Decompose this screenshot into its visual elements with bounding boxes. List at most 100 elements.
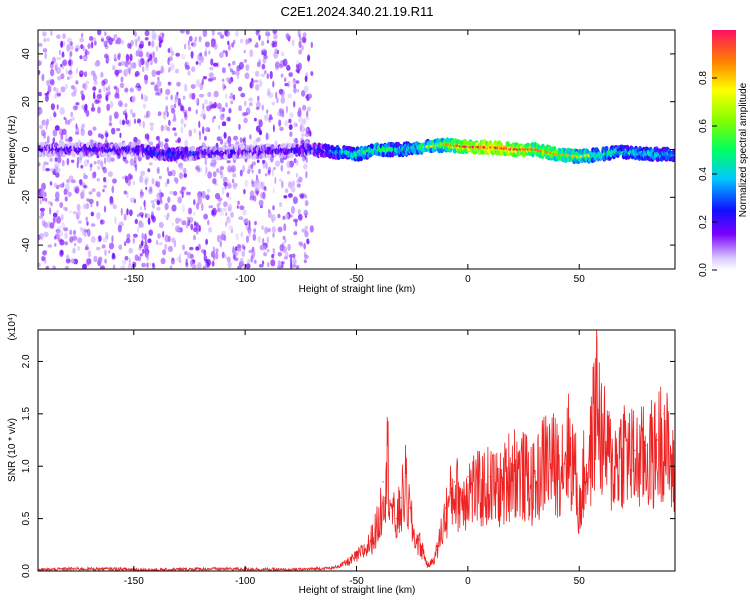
noise-speckle — [82, 203, 87, 210]
noise-speckle — [277, 260, 282, 267]
noise-speckle — [241, 250, 246, 257]
noise-speckle — [262, 260, 265, 265]
noise-speckle — [295, 172, 299, 178]
noise-speckle — [162, 230, 165, 238]
noise-speckle — [113, 111, 119, 119]
noise-speckle — [164, 142, 169, 151]
noise-speckle — [239, 169, 243, 177]
noise-speckle — [227, 135, 232, 144]
noise-speckle — [166, 217, 169, 221]
noise-speckle — [252, 233, 256, 241]
noise-speckle — [70, 179, 76, 184]
noise-speckle — [106, 103, 111, 112]
noise-speckle — [307, 54, 311, 62]
noise-speckle — [168, 69, 171, 73]
noise-speckle — [87, 159, 90, 164]
noise-speckle — [262, 49, 267, 56]
noise-speckle — [197, 165, 200, 173]
snr-point — [289, 569, 291, 571]
noise-speckle — [132, 112, 136, 118]
noise-speckle — [182, 109, 188, 114]
noise-speckle — [288, 181, 293, 189]
noise-speckle — [288, 72, 294, 77]
noise-speckle — [301, 156, 306, 162]
noise-speckle — [64, 196, 68, 202]
noise-speckle — [100, 160, 104, 168]
noise-speckle — [139, 122, 142, 127]
noise-speckle — [39, 232, 44, 241]
noise-speckle — [46, 135, 50, 144]
noise-speckle — [250, 164, 254, 169]
noise-speckle — [75, 80, 79, 85]
noise-speckle — [59, 239, 65, 246]
noise-speckle — [124, 109, 128, 114]
noise-speckle — [117, 224, 122, 233]
noise-speckle — [254, 79, 259, 83]
noise-speckle — [195, 99, 199, 104]
snr-point — [155, 569, 157, 571]
noise-speckle — [255, 187, 258, 196]
noise-speckle — [54, 125, 60, 131]
noise-speckle — [286, 105, 288, 114]
noise-speckle — [166, 111, 169, 118]
noise-speckle — [55, 228, 61, 234]
noise-speckle — [238, 216, 244, 221]
noise-speckle — [54, 165, 59, 174]
noise-speckle — [80, 44, 84, 50]
snr-point — [431, 559, 433, 562]
snr-point — [436, 549, 438, 551]
noise-speckle — [243, 49, 246, 54]
noise-speckle — [84, 50, 90, 56]
noise-speckle — [264, 226, 268, 235]
noise-speckle — [129, 53, 133, 62]
snr-point — [634, 449, 636, 452]
noise-speckle — [222, 207, 227, 212]
noise-speckle — [185, 65, 190, 70]
snr-series-line — [38, 330, 675, 571]
noise-speckle — [63, 227, 69, 232]
noise-speckle — [308, 131, 312, 137]
noise-speckle — [183, 112, 187, 118]
noise-speckle — [42, 31, 47, 37]
noise-speckle — [226, 256, 231, 263]
noise-speckle — [60, 132, 64, 141]
snr-point — [567, 434, 569, 436]
colorbar-tick-label: 0.8 — [698, 71, 709, 85]
noise-speckle — [283, 78, 287, 83]
noise-speckle — [229, 68, 233, 73]
noise-speckle — [125, 119, 130, 125]
noise-speckle — [160, 124, 164, 132]
noise-speckle — [212, 76, 217, 81]
noise-speckle — [257, 181, 263, 190]
noise-speckle — [58, 229, 63, 237]
noise-speckle — [103, 177, 107, 182]
noise-speckle — [198, 35, 202, 43]
noise-speckle — [284, 213, 289, 220]
noise-speckle — [120, 60, 126, 66]
noise-speckle — [147, 217, 151, 225]
noise-speckle — [142, 103, 147, 109]
noise-speckle — [175, 95, 178, 99]
noise-speckle — [63, 116, 66, 120]
noise-speckle — [111, 252, 116, 260]
noise-speckle — [272, 124, 275, 133]
snr-point — [574, 455, 576, 457]
y-tick-label: -20 — [21, 190, 32, 205]
noise-speckle — [244, 72, 250, 80]
noise-speckle — [134, 70, 140, 77]
noise-speckle — [282, 235, 286, 240]
y-tick-label: 20 — [21, 96, 32, 108]
noise-speckle — [303, 85, 309, 93]
noise-speckle — [299, 194, 305, 200]
noise-speckle — [293, 121, 296, 128]
noise-speckle — [178, 253, 182, 260]
noise-speckle — [220, 34, 224, 39]
noise-speckle — [139, 212, 144, 217]
noise-speckle — [249, 81, 253, 89]
noise-speckle — [105, 95, 108, 101]
noise-speckle — [260, 181, 265, 187]
noise-speckle — [297, 30, 301, 38]
noise-speckle — [251, 169, 254, 174]
noise-speckle — [188, 92, 193, 100]
noise-speckle — [74, 242, 77, 247]
